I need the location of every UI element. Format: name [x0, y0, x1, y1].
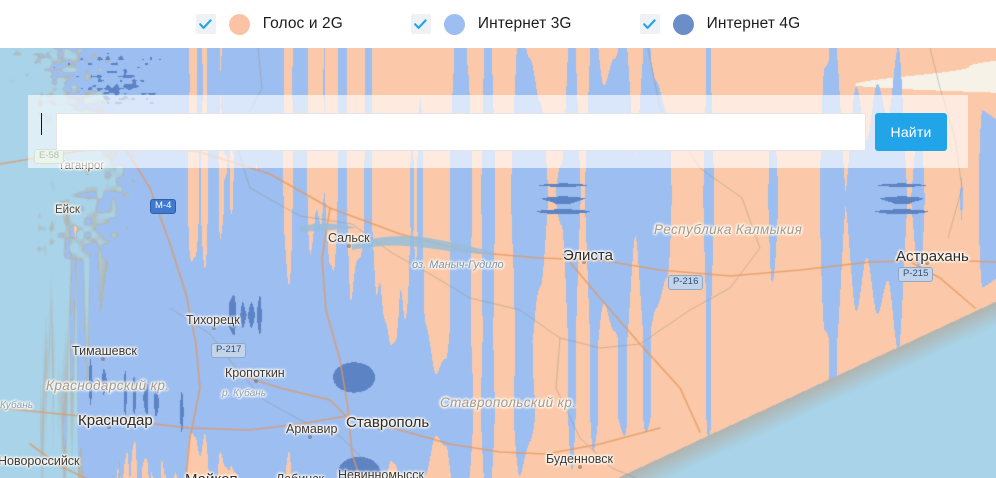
legend-swatch-internet-3g: [443, 13, 465, 35]
legend-swatch-internet-4g: [672, 13, 694, 35]
check-icon[interactable]: [410, 14, 431, 34]
legend-label-internet-3g: Интернет 3G: [477, 15, 572, 32]
legend-item-internet-3g[interactable]: Интернет 3G: [410, 13, 572, 35]
legend-label-voice-2g: Голос и 2G: [262, 15, 343, 32]
text-cursor: [41, 113, 42, 135]
legend-item-internet-4g[interactable]: Интернет 4G: [639, 13, 801, 35]
check-icon[interactable]: [639, 14, 660, 34]
legend-item-voice-2g[interactable]: Голос и 2G: [195, 13, 343, 35]
search-input[interactable]: [56, 113, 866, 151]
legend-bar: Голос и 2G Интернет 3G Интернет 4G: [0, 0, 996, 48]
check-icon[interactable]: [195, 14, 216, 34]
search-row: Найти: [56, 113, 947, 151]
legend-label-internet-4g: Интернет 4G: [706, 15, 801, 32]
search-panel: Найти: [28, 95, 968, 168]
legend-swatch-voice-2g: [228, 13, 250, 35]
search-button[interactable]: Найти: [875, 113, 947, 151]
